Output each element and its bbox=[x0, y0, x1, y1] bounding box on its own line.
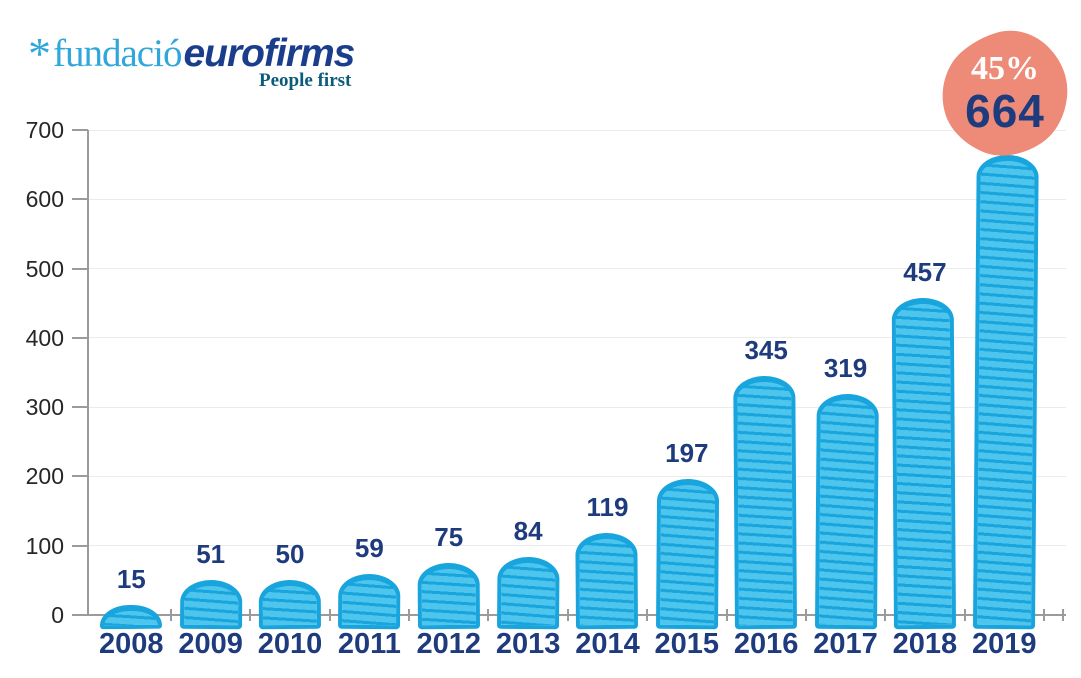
x-axis-tick-2 bbox=[328, 609, 331, 621]
y-axis-label-600: 600 bbox=[25, 186, 64, 213]
x-axis-tick-6 bbox=[646, 609, 649, 621]
bar-value-label-2013: 84 bbox=[513, 515, 543, 546]
y-axis-tick-700 bbox=[72, 129, 88, 131]
x-axis-label-2016: 2016 bbox=[733, 628, 799, 660]
bar-value-label-2010: 50 bbox=[275, 539, 305, 570]
bar-value-label-2014: 119 bbox=[586, 491, 629, 522]
bar-value-label-2018: 457 bbox=[903, 257, 947, 288]
bar-value-label-2008: 15 bbox=[116, 563, 146, 594]
y-axis-label-200: 200 bbox=[25, 463, 64, 490]
y-axis-label-100: 100 bbox=[25, 532, 64, 559]
x-axis-end-tick bbox=[1062, 609, 1064, 621]
x-axis-tick-1 bbox=[249, 609, 252, 621]
bar-2011 bbox=[338, 573, 401, 630]
bar-value-label-2009: 51 bbox=[196, 538, 226, 569]
bar-2012 bbox=[417, 562, 480, 630]
bar-2017 bbox=[814, 393, 879, 630]
x-axis-label-2010: 2010 bbox=[257, 628, 323, 660]
y-axis-label-500: 500 bbox=[25, 255, 64, 282]
x-axis-tick-5 bbox=[566, 609, 569, 621]
bar-2019 bbox=[973, 154, 1039, 630]
y-axis-label-400: 400 bbox=[25, 324, 64, 351]
x-axis-label-2018: 2018 bbox=[892, 628, 958, 660]
y-axis-label-300: 300 bbox=[25, 394, 64, 421]
y-axis-line bbox=[87, 130, 89, 615]
x-axis-label-2014: 2014 bbox=[575, 628, 640, 660]
x-axis-label-2017: 2017 bbox=[813, 628, 878, 660]
x-axis-tick-7 bbox=[725, 609, 728, 621]
highlight-badge: 45% 664 bbox=[940, 28, 1070, 160]
y-axis-label-700: 700 bbox=[25, 117, 64, 143]
logo-tagline: People first bbox=[259, 70, 352, 92]
gridline-400 bbox=[88, 337, 1066, 339]
x-axis-tick-0 bbox=[169, 609, 172, 621]
brand-logo: * fundació eurofirms People first bbox=[28, 28, 355, 92]
badge-percent: 45% bbox=[971, 50, 1039, 87]
logo-name-light: fundació bbox=[53, 32, 182, 75]
gridline-600 bbox=[88, 198, 1066, 200]
bar-value-label-2017: 319 bbox=[823, 352, 868, 383]
x-axis-label-2008: 2008 bbox=[99, 628, 164, 660]
x-axis-label-2019: 2019 bbox=[971, 628, 1037, 660]
y-axis-label-0: 0 bbox=[51, 602, 64, 628]
gridline-200 bbox=[88, 475, 1066, 477]
bar-2010 bbox=[258, 580, 322, 630]
x-axis-label-2015: 2015 bbox=[654, 628, 720, 660]
x-axis-tick-8 bbox=[804, 609, 807, 621]
y-axis-tick-500 bbox=[72, 267, 88, 270]
x-axis-label-2012: 2012 bbox=[416, 628, 481, 660]
x-axis-label-2009: 2009 bbox=[178, 628, 243, 660]
bar-2018 bbox=[891, 298, 956, 630]
x-axis-line bbox=[75, 614, 1066, 616]
logo-asterisk-icon: * bbox=[28, 28, 51, 79]
gridline-500 bbox=[88, 268, 1066, 270]
y-axis-tick-200 bbox=[72, 475, 88, 478]
bar-value-label-2012: 75 bbox=[434, 522, 464, 553]
badge-value: 664 bbox=[965, 85, 1045, 137]
y-axis-tick-400 bbox=[72, 336, 88, 339]
bar-value-label-2011: 59 bbox=[354, 533, 384, 564]
bar-2016 bbox=[733, 375, 798, 630]
logo-name-bold: eurofirms bbox=[183, 32, 355, 75]
x-axis-tick-10 bbox=[963, 609, 966, 621]
bar-2013 bbox=[497, 556, 560, 630]
bar-value-label-2015: 197 bbox=[665, 437, 709, 468]
badge-blob-icon bbox=[942, 30, 1068, 156]
bar-2014 bbox=[575, 532, 639, 630]
x-axis-tick-4 bbox=[487, 609, 490, 621]
badge-text: 45% 664 bbox=[940, 28, 1070, 134]
x-axis-label-2011: 2011 bbox=[337, 628, 401, 660]
x-axis-label-2013: 2013 bbox=[495, 628, 561, 660]
gridline-300 bbox=[88, 406, 1066, 408]
brand-logo-row: * fundació eurofirms bbox=[28, 28, 355, 79]
y-axis-tick-600 bbox=[72, 198, 88, 201]
y-axis-tick-100 bbox=[72, 544, 88, 547]
bar-value-label-2016: 345 bbox=[744, 334, 788, 365]
y-axis-tick-300 bbox=[72, 406, 88, 409]
gridline-700 bbox=[88, 129, 1066, 131]
x-axis-tick-11 bbox=[1042, 609, 1045, 621]
x-axis-tick-9 bbox=[884, 609, 887, 621]
x-axis-tick-3 bbox=[408, 609, 411, 621]
